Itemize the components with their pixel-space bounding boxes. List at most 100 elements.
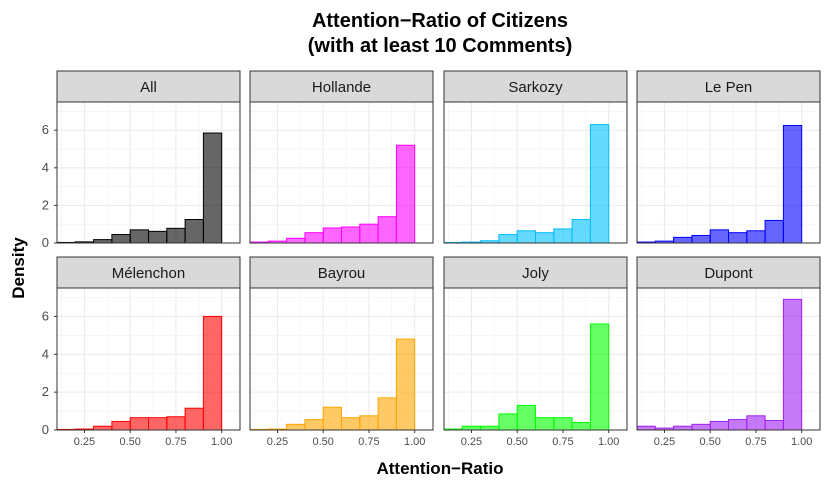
histogram-bar: [184, 219, 204, 244]
histogram-bar: [691, 423, 711, 431]
x-tick-label: 0.75: [745, 436, 766, 448]
histogram-bar: [709, 420, 730, 431]
histogram-bar: [571, 219, 591, 244]
histogram-bar: [304, 419, 324, 431]
strip-header: [249, 256, 434, 289]
strip-label: Le Pen: [705, 79, 753, 96]
strip-label: Mélenchon: [112, 265, 185, 282]
histogram-bar: [377, 397, 397, 431]
x-tick-label: 0.50: [119, 436, 140, 448]
panel-m-lenchon: Mélenchon 0 2 4 6 0.25 0.50 0.75 1.00: [42, 256, 241, 448]
histogram-bar: [286, 237, 306, 244]
strip-label: Hollande: [312, 79, 371, 96]
panel-border: [56, 101, 241, 244]
panel-sarkozy: Sarkozy: [443, 70, 628, 244]
strip-header: [636, 256, 821, 289]
panel-bayrou: Bayrou 0.25 0.50 0.75 1.00: [249, 256, 434, 448]
histogram-bar: [589, 124, 610, 244]
histogram-bar: [111, 420, 131, 431]
strip-label: Bayrou: [318, 265, 366, 282]
histogram-bar: [202, 132, 223, 244]
histogram-bar: [728, 419, 748, 431]
histogram-bar: [673, 236, 693, 244]
panel-border: [56, 287, 241, 431]
histogram-bar: [516, 230, 537, 244]
x-tick-label: 1.00: [598, 436, 619, 448]
histogram-bar: [636, 425, 656, 431]
x-tick-label: 0.75: [165, 436, 186, 448]
chart-title-line-1: Attention−Ratio of Citizens: [312, 10, 568, 32]
y-tick-label: 0: [42, 422, 49, 437]
histogram-bar: [359, 415, 379, 431]
histogram-bar: [93, 425, 113, 431]
histogram-bar: [728, 232, 748, 244]
panel-dupont: Dupont 0.25 0.50 0.75 1.00: [636, 256, 821, 448]
histogram-bar: [764, 219, 784, 244]
panel-border: [636, 287, 821, 431]
chart-title-line-2: (with at least 10 Comments): [308, 35, 573, 57]
histogram-bar: [535, 232, 555, 244]
histogram-bar: [782, 125, 803, 244]
histogram-bar: [129, 417, 149, 431]
y-tick-label: 6: [42, 122, 49, 137]
histogram-bar: [129, 229, 149, 244]
histogram-bar: [461, 425, 482, 431]
panel-border: [249, 287, 434, 431]
strip-label: Sarkozy: [508, 79, 563, 96]
histogram-bar: [764, 420, 784, 431]
histogram-bar: [166, 227, 186, 244]
x-tick-label: 0.25: [267, 436, 288, 448]
histogram-bar: [589, 323, 610, 431]
histogram-bar: [395, 144, 416, 244]
histogram-bar: [286, 423, 306, 431]
y-tick-label: 4: [42, 346, 49, 361]
histogram-bar: [746, 415, 766, 431]
histogram-bar: [571, 421, 591, 431]
x-axis-title: Attention−Ratio: [376, 459, 503, 478]
x-tick-label: 1.00: [211, 436, 232, 448]
panel-hollande: Hollande: [249, 70, 434, 244]
histogram-bar: [148, 417, 168, 431]
x-tick-label: 1.00: [791, 436, 812, 448]
histogram-bar: [148, 230, 168, 244]
facet-panels: All 0 2 4 6 Hollande Sarkozy Le Pen Mélenchon 0 2 4…: [42, 70, 821, 448]
histogram-bar: [166, 416, 186, 431]
strip-header: [249, 70, 434, 103]
histogram-bar: [782, 298, 803, 431]
histogram-bar: [553, 417, 573, 431]
histogram-bar: [498, 413, 518, 431]
y-tick-label: 0: [42, 235, 49, 250]
y-tick-label: 6: [42, 308, 49, 323]
panel-border: [443, 287, 628, 431]
histogram-bar: [746, 230, 766, 244]
panel-joly: Joly 0.25 0.50 0.75 1.00: [443, 256, 628, 448]
strip-header: [636, 70, 821, 103]
histogram-bar: [709, 229, 730, 244]
histogram-bar: [341, 417, 361, 431]
histogram-bar: [377, 216, 397, 244]
panel-all: All 0 2 4 6: [42, 70, 241, 250]
strip-label: Dupont: [704, 265, 753, 282]
histogram-bar: [553, 228, 573, 244]
x-tick-label: 1.00: [404, 436, 425, 448]
y-tick-label: 4: [42, 160, 49, 175]
panel-border: [636, 101, 821, 244]
histogram-bar: [480, 425, 500, 431]
y-axis-title: Density: [9, 237, 28, 299]
strip-label: Joly: [522, 265, 549, 282]
x-tick-label: 0.50: [312, 436, 333, 448]
panel-border: [443, 101, 628, 244]
x-tick-label: 0.75: [552, 436, 573, 448]
histogram-bar: [359, 223, 379, 244]
histogram-bar: [691, 234, 711, 244]
x-tick-label: 0.25: [461, 436, 482, 448]
panel-border: [249, 101, 434, 244]
x-tick-label: 0.75: [358, 436, 379, 448]
x-tick-label: 0.25: [654, 436, 675, 448]
x-tick-label: 0.50: [699, 436, 720, 448]
strip-header: [56, 70, 241, 103]
histogram-bar: [322, 227, 343, 244]
histogram-bar: [202, 315, 223, 431]
histogram-bar: [111, 234, 131, 244]
panel-le-pen: Le Pen: [636, 70, 821, 244]
